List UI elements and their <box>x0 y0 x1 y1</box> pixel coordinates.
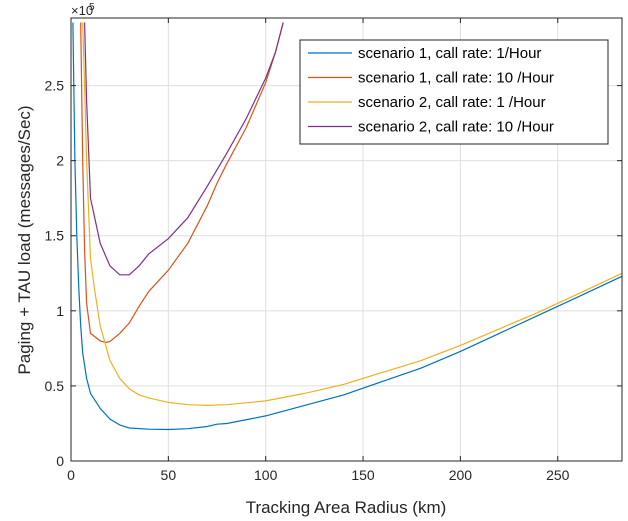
y-exponent-power: 5 <box>89 2 95 13</box>
y-tick-label: 0.5 <box>45 378 65 394</box>
legend-label-3: scenario 2, call rate: 1 /Hour <box>358 94 546 111</box>
y-tick-label: 1 <box>56 303 64 319</box>
grid <box>70 18 622 462</box>
y-tick-label: 0 <box>56 453 64 469</box>
legend: scenario 1, call rate: 1/Hour scenario 1,… <box>299 39 609 145</box>
x-tick-label: 100 <box>254 467 278 483</box>
x-axis-label: Tracking Area Radius (km) <box>246 498 447 517</box>
y-tick-label: 2.5 <box>45 78 65 94</box>
series-line-2 <box>80 22 284 344</box>
axis-ticks: 0 50 100 150 200 250 0 0.5 1 1.5 2 2.5 <box>45 18 622 483</box>
x-tick-label: 200 <box>449 467 473 483</box>
y-exponent-base: ×10 <box>71 3 93 18</box>
y-tick-label: 1.5 <box>45 228 65 244</box>
x-tick-label: 150 <box>351 467 375 483</box>
series-line-3 <box>82 22 622 407</box>
series-line-1 <box>72 22 622 431</box>
legend-label-1: scenario 1, call rate: 1/Hour <box>358 45 541 62</box>
series-layer <box>72 22 622 431</box>
y-axis-label: Paging + TAU load (messages/Sec) <box>15 105 34 374</box>
x-tick-label: 250 <box>546 467 570 483</box>
plot-frame <box>70 17 623 462</box>
legend-label-4: scenario 2, call rate: 10 /Hour <box>358 119 554 136</box>
y-tick-label: 2 <box>56 153 64 169</box>
x-tick-label: 50 <box>161 467 177 483</box>
legend-label-2: scenario 1, call rate: 10 /Hour <box>358 70 554 87</box>
x-tick-label: 0 <box>67 467 75 483</box>
y-exponent-label: ×10 5 <box>71 2 95 18</box>
series-line-4 <box>84 22 284 276</box>
